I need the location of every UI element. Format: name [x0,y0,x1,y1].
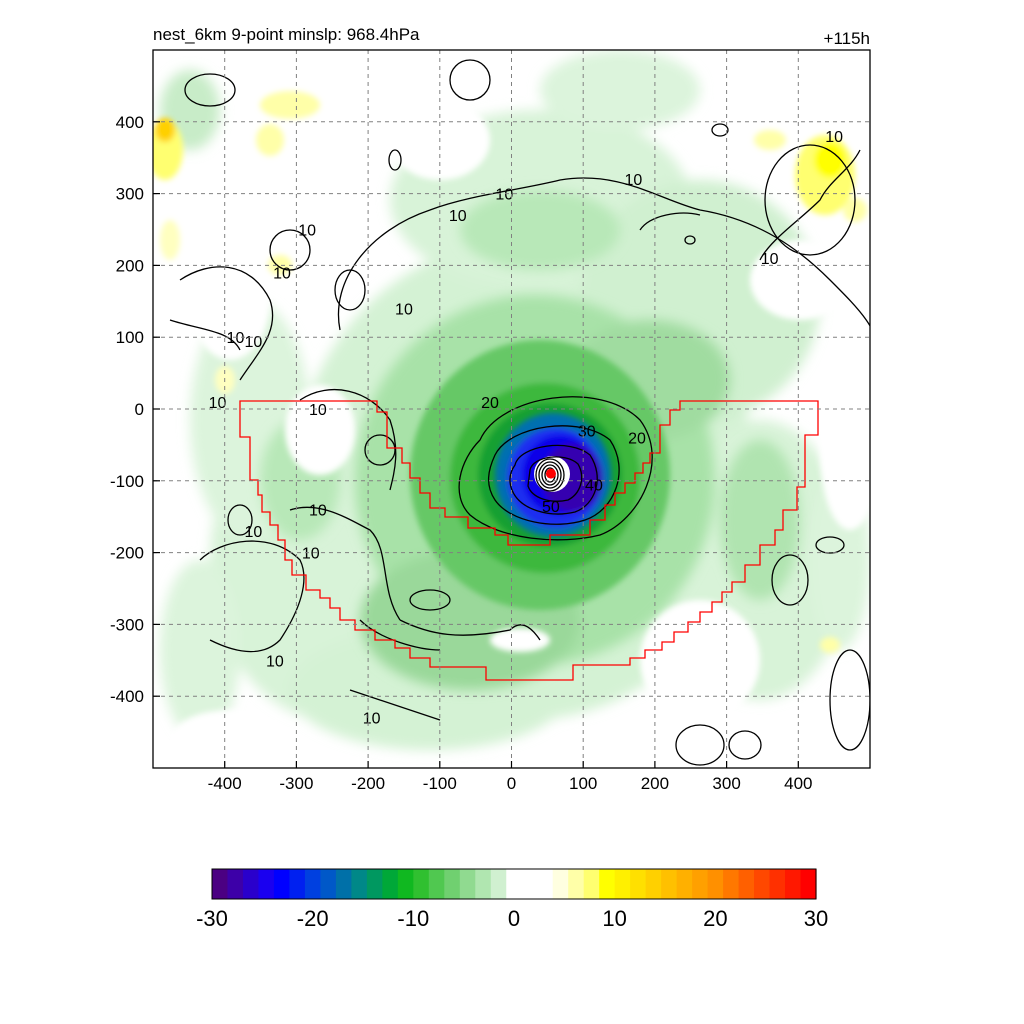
x-tick-label: -100 [423,774,457,793]
y-tick-label: -200 [110,544,144,563]
contour-label: 10 [624,172,642,189]
y-tick-label: -300 [110,615,144,634]
colorbar-swatch [382,869,399,899]
colorbar-swatch [289,869,306,899]
colorbar-swatch [552,869,569,899]
contour-label: 10 [227,330,245,347]
colorbar-swatch [366,869,383,899]
colorbar-tick-label: -20 [297,906,329,931]
x-tick-label: 100 [569,774,597,793]
colorbar-tick-label: 30 [804,906,828,931]
contour-label: 10 [761,251,779,268]
subdomain-outline [239,400,819,681]
colorbar-tick-label: 10 [602,906,626,931]
contour-lines [169,59,870,766]
colorbar-swatch [661,869,678,899]
y-tick-label: 300 [116,185,144,204]
colorbar-swatch [583,869,600,899]
colorbar-swatch [490,869,507,899]
contour-label: 10 [298,223,316,240]
colorbar-swatch [754,869,771,899]
colorbar-swatch [521,869,538,899]
colorbar-tick-label: 0 [508,906,520,931]
y-tick-label: 0 [135,400,144,419]
x-tick-label: 0 [507,774,516,793]
colorbar-swatch [738,869,755,899]
colorbar-swatch [769,869,786,899]
y-tick-label: 400 [116,113,144,132]
colorbar-swatch [506,869,523,899]
colorbar-swatch [630,869,647,899]
x-tick-label: -200 [351,774,385,793]
colorbar-swatch [413,869,430,899]
storm-center-marker [545,468,556,479]
colorbar-swatch [723,869,740,899]
colorbar-swatch [242,869,260,899]
x-tick-label: -400 [208,774,242,793]
colorbar-swatch [320,869,337,899]
colorbar-swatch [273,869,291,899]
contour-label: 10 [395,301,413,318]
x-axis: -400 -300 -200 -100 0 100 200 300 400 [208,761,812,793]
x-tick-label: 200 [641,774,669,793]
forecast-hour-label: +115h [824,29,870,48]
y-tick-label: 100 [116,328,144,347]
colorbar-frame [211,868,817,900]
colorbar-tick-label: 20 [703,906,727,931]
contour-label: 10 [244,334,262,351]
contour-label: 10 [302,546,320,563]
colorbar-swatch [614,869,631,899]
colorbar-swatch [304,869,322,899]
y-tick-label: -100 [110,472,144,491]
y-tick-label: 200 [116,256,144,275]
contour-label: 50 [542,499,560,516]
chart-title: nest_6km 9-point minslp: 968.4hPa [153,25,420,44]
colorbar-swatch [459,869,476,899]
colorbar-swatch [475,869,492,899]
y-tick-label: -400 [110,687,144,706]
colorbar-swatch [212,869,229,899]
colorbar-swatch [568,869,585,899]
contour-label: 10 [309,402,327,419]
contour-label: 10 [363,711,381,728]
contour-label: 10 [825,129,843,146]
colorbar-swatch [599,869,616,899]
contour-label: 10 [309,503,327,520]
contour-label: 10 [273,266,291,283]
contour-label: 30 [578,424,596,441]
contour-label: 10 [244,524,262,541]
colorbar-swatch [351,869,368,899]
colorbar-tick-labels: -30 -20 -10 0 10 20 30 [196,906,828,931]
contour-label: 10 [495,187,513,204]
colorbar-swatch [428,869,445,899]
colorbar-swatch [676,869,693,899]
contour-label: 10 [209,395,227,412]
contour-label: 20 [628,431,646,448]
colorbar-swatch [444,869,461,899]
colorbar-swatch [785,869,802,899]
colorbar-swatch [537,869,554,899]
colorbar-tick-label: -30 [196,906,228,931]
colorbar-swatch [692,869,709,899]
colorbar-swatch [397,869,414,899]
colorbar-swatch [258,869,275,899]
y-axis: 400 300 200 100 0 -100 -200 -300 -400 [110,113,160,706]
contour-label: 10 [449,208,467,225]
contour-label: 40 [585,477,603,494]
x-tick-label: 300 [712,774,740,793]
colorbar-swatch [335,869,352,899]
colorbar-swatch [707,869,724,899]
colorbar-swatch [645,869,662,899]
contour-label: 20 [481,395,499,412]
colorbar-tick-label: -10 [397,906,429,931]
colorbar-swatch [800,869,817,899]
colorbar [211,868,817,900]
plot-frame [152,49,871,769]
x-tick-label: 400 [784,774,812,793]
contour-label: 10 [266,653,284,670]
colorbar-swatch [227,869,244,899]
x-tick-label: -300 [279,774,313,793]
